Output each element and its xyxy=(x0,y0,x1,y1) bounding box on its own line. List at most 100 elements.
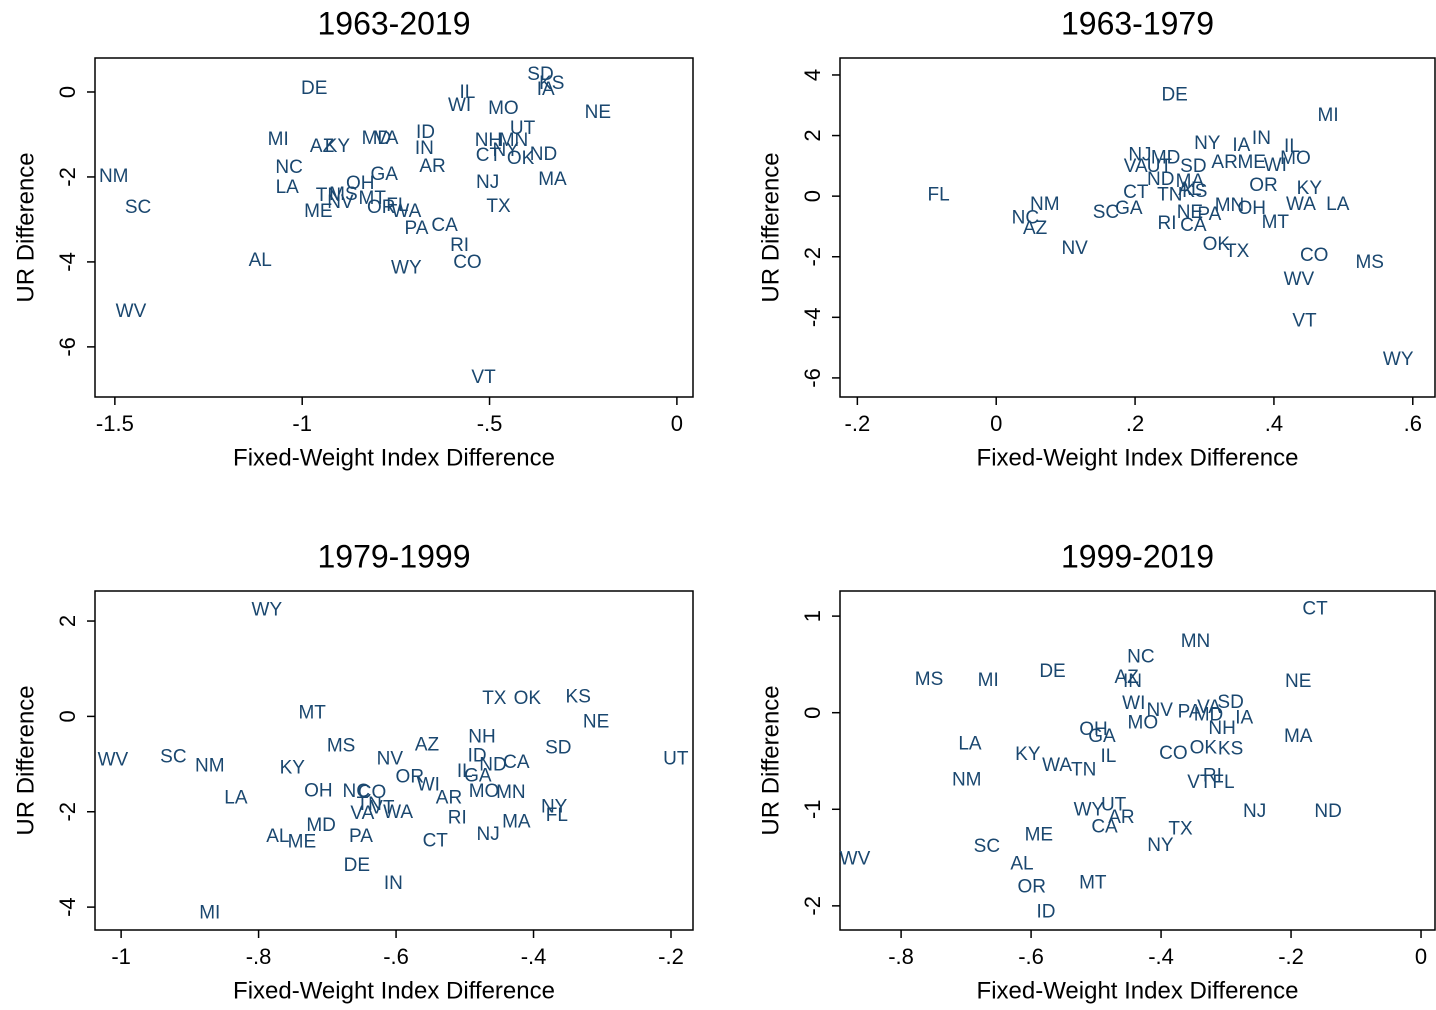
state-point: NC xyxy=(1012,207,1039,228)
y-tick-label: -2 xyxy=(800,896,825,916)
state-point: MO xyxy=(488,98,519,119)
state-point: KS xyxy=(566,686,591,707)
state-point: MD xyxy=(1151,147,1181,168)
state-point: KY xyxy=(280,757,306,778)
state-point: OR xyxy=(396,766,425,787)
y-tick-label: -6 xyxy=(800,368,825,388)
state-point: SD xyxy=(527,64,553,85)
state-point: VA xyxy=(350,803,374,824)
state-point: UT xyxy=(663,748,689,769)
x-tick-label: -.8 xyxy=(888,944,914,969)
y-tick-label: -4 xyxy=(55,252,80,272)
y-axis-label: UR Difference xyxy=(757,152,784,302)
chart-title: 1999-2019 xyxy=(1061,538,1214,574)
state-point: DE xyxy=(1039,661,1065,682)
state-point: KY xyxy=(1015,744,1041,765)
state-point: AZ xyxy=(1114,667,1139,688)
x-axis-label: Fixed-Weight Index Difference xyxy=(977,444,1299,471)
x-axis-label: Fixed-Weight Index Difference xyxy=(233,444,555,471)
state-point: KY xyxy=(1297,178,1323,199)
state-point: CO xyxy=(1159,743,1188,764)
y-tick-label: -4 xyxy=(55,897,80,917)
state-point: WA xyxy=(391,201,421,222)
y-tick-label: 2 xyxy=(800,129,825,141)
x-tick-label: .6 xyxy=(1404,411,1422,436)
state-point: NJ xyxy=(1128,144,1151,165)
state-point: KY xyxy=(325,136,351,157)
state-point: MS xyxy=(915,669,944,690)
state-point: MI xyxy=(978,670,999,691)
state-point: IA xyxy=(1232,135,1250,156)
state-point: IA xyxy=(537,79,555,100)
state-point: TX xyxy=(1168,819,1193,840)
state-point: IL xyxy=(460,82,476,103)
x-tick-label: 0 xyxy=(1415,944,1427,969)
state-point: SC xyxy=(160,746,186,767)
state-point: WI xyxy=(1264,155,1287,176)
x-tick-label: 0 xyxy=(990,411,1002,436)
state-point: ME xyxy=(1025,824,1054,845)
state-point: DE xyxy=(1161,84,1187,105)
state-point: IL xyxy=(1284,136,1300,157)
state-point: MN xyxy=(1181,631,1211,652)
state-point: MN xyxy=(496,782,526,803)
state-point: WA xyxy=(383,802,413,823)
state-point: WV xyxy=(116,301,147,322)
y-tick-label: -4 xyxy=(800,308,825,328)
state-point: IL xyxy=(1100,746,1116,767)
state-point: AZ xyxy=(415,734,440,755)
state-point: WA xyxy=(1042,755,1072,776)
state-point: PA xyxy=(349,826,373,847)
state-point: SC xyxy=(125,197,151,218)
state-point: WV xyxy=(98,749,129,770)
state-point: IN xyxy=(1123,671,1142,692)
state-point: FL xyxy=(927,184,949,205)
state-point: FL xyxy=(546,805,568,826)
state-point: MS xyxy=(1355,252,1384,273)
y-axis-label: UR Difference xyxy=(757,685,784,835)
state-point: SC xyxy=(1093,202,1119,223)
state-point: VA xyxy=(375,128,399,149)
state-point: WI xyxy=(1122,693,1145,714)
state-point: WV xyxy=(1284,269,1315,290)
state-point: UT xyxy=(1147,156,1173,177)
state-point: CO xyxy=(1300,245,1329,266)
state-point: AR xyxy=(419,156,445,177)
state-point: NM xyxy=(195,755,225,776)
state-point: NH xyxy=(468,726,495,747)
state-point: NM xyxy=(1030,194,1060,215)
state-point: AR xyxy=(1108,807,1134,828)
y-axis-label: UR Difference xyxy=(12,685,39,835)
state-point: NY xyxy=(541,796,568,817)
y-tick-label: 4 xyxy=(800,69,825,81)
x-tick-label: -.5 xyxy=(477,411,503,436)
state-point: MN xyxy=(499,130,529,151)
state-point: CA xyxy=(1091,817,1118,838)
state-point: MT xyxy=(1079,873,1107,894)
state-point: FL xyxy=(1212,772,1234,793)
y-tick-label: 0 xyxy=(800,190,825,202)
state-point: NY xyxy=(1147,835,1174,856)
state-point: OR xyxy=(1017,877,1046,898)
state-point: WI xyxy=(448,95,471,116)
state-point: NJ xyxy=(477,824,500,845)
x-tick-label: -1 xyxy=(111,944,131,969)
plot-frame xyxy=(94,57,694,398)
state-point: VA xyxy=(1124,156,1148,177)
state-point: AR xyxy=(1211,152,1237,173)
chart-title: 1979-1999 xyxy=(317,538,470,574)
state-point: NV xyxy=(1147,700,1174,721)
state-point: NE xyxy=(585,102,611,123)
state-point: NY xyxy=(492,140,519,161)
state-point: MA xyxy=(1176,171,1205,192)
state-point: NM xyxy=(99,166,129,187)
state-point: RI xyxy=(1203,765,1222,786)
state-point: NC xyxy=(342,781,369,802)
state-point: WY xyxy=(1383,349,1414,370)
x-tick-label: -1.5 xyxy=(96,411,134,436)
state-point: WY xyxy=(391,258,422,279)
state-point: NM xyxy=(952,769,982,790)
state-point: ND xyxy=(479,755,506,776)
state-point: IL xyxy=(457,761,473,782)
y-tick-label: 0 xyxy=(800,707,825,719)
